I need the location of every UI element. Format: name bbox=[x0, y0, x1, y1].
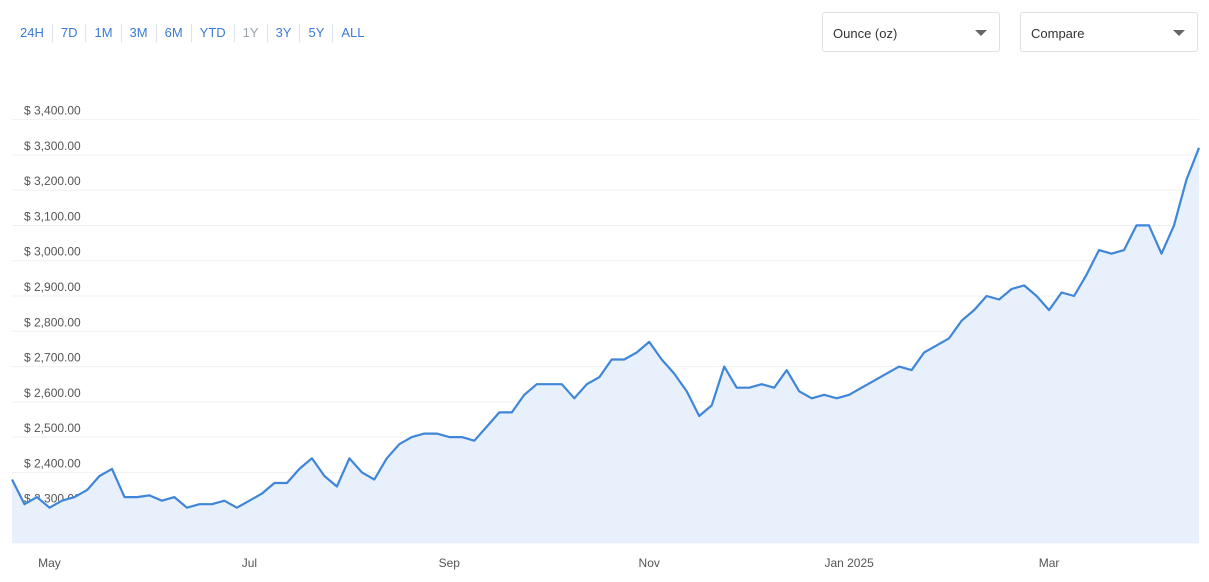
x-tick-label: May bbox=[38, 556, 61, 570]
compare-select[interactable]: Compare bbox=[1020, 12, 1198, 52]
x-tick-label: Jan 2025 bbox=[824, 556, 874, 570]
y-tick-label: $ 3,000.00 bbox=[24, 245, 81, 259]
y-tick-label: $ 2,900.00 bbox=[24, 280, 81, 294]
range-button[interactable]: 5Y bbox=[300, 24, 334, 42]
range-button[interactable]: 3Y bbox=[268, 24, 301, 42]
x-tick-label: Mar bbox=[1039, 556, 1060, 570]
area bbox=[12, 147, 1199, 544]
range-button[interactable]: ALL bbox=[341, 25, 365, 40]
y-tick-label: $ 3,400.00 bbox=[24, 104, 81, 118]
y-tick-label: $ 3,300.00 bbox=[24, 139, 81, 153]
range-button[interactable]: 1M bbox=[86, 24, 122, 42]
y-tick-label: $ 2,500.00 bbox=[24, 421, 81, 435]
y-tick-label: $ 2,800.00 bbox=[24, 315, 81, 329]
range-button[interactable]: YTD bbox=[192, 24, 235, 42]
range-button[interactable]: 3M bbox=[122, 24, 157, 42]
y-tick-label: $ 2,400.00 bbox=[24, 456, 81, 470]
y-tick-label: $ 2,600.00 bbox=[24, 386, 81, 400]
price-line bbox=[11, 147, 1201, 509]
range-buttons: 24H 7D 1M 3M 6M YTD 1Y 3Y 5Y ALL bbox=[12, 24, 373, 42]
y-tick-label: $ 3,200.00 bbox=[24, 174, 81, 188]
x-tick-label: Sep bbox=[439, 556, 461, 570]
range-button[interactable]: 24H bbox=[12, 24, 53, 42]
x-tick-label: Jul bbox=[242, 556, 257, 570]
range-button[interactable]: 1Y bbox=[235, 24, 268, 42]
y-tick-label: $ 2,700.00 bbox=[24, 351, 81, 365]
unit-select[interactable]: Ounce (oz) bbox=[822, 12, 1000, 52]
range-button[interactable]: 7D bbox=[53, 24, 87, 42]
x-tick-label: Nov bbox=[639, 556, 660, 570]
y-tick-label: $ 3,100.00 bbox=[24, 209, 81, 223]
range-button[interactable]: 6M bbox=[157, 24, 192, 42]
